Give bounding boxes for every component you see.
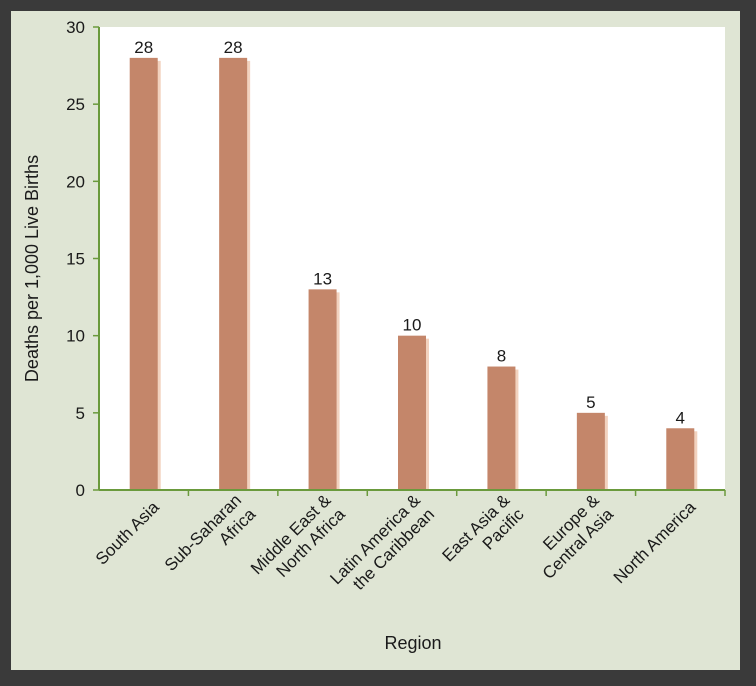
bar — [129, 57, 158, 490]
x-tick-label: North America — [610, 497, 700, 587]
data-label: 4 — [676, 408, 685, 427]
bar — [576, 412, 605, 490]
y-tick-label: 10 — [66, 327, 85, 346]
data-label: 5 — [586, 393, 595, 412]
y-tick-label: 20 — [66, 172, 85, 191]
y-axis-label: Deaths per 1,000 Live Births — [22, 155, 42, 382]
y-tick-label: 25 — [66, 95, 85, 114]
x-tick-label: South Asia — [92, 497, 163, 568]
data-label: 28 — [134, 38, 153, 57]
y-tick-label: 15 — [66, 250, 85, 269]
bar — [487, 366, 516, 490]
chart-frame: 0 5 10 15 20 25 30 28 28 13 10 8 5 4 South Asia Sub-S… — [11, 11, 740, 670]
bar — [219, 57, 248, 490]
bar — [308, 289, 337, 490]
y-tick-label: 0 — [76, 481, 85, 500]
data-label: 28 — [224, 38, 243, 57]
x-tick-label: Sub-SaharanAfrica — [161, 490, 260, 589]
data-label: 13 — [313, 269, 332, 288]
bar-chart: 0 5 10 15 20 25 30 28 28 13 10 8 5 4 South AsiaSub-S… — [22, 18, 726, 653]
y-axis-ticks: 0 5 10 15 20 25 30 — [66, 18, 99, 500]
bar — [398, 335, 426, 490]
y-tick-label: 5 — [76, 404, 85, 423]
bar — [666, 428, 695, 490]
y-tick-label: 30 — [66, 18, 85, 37]
data-label: 10 — [403, 316, 422, 335]
x-tick-label: East Asia &Pacific — [439, 490, 529, 580]
x-tick-label: Europe &Central Asia — [525, 490, 618, 583]
data-label: 8 — [497, 347, 506, 366]
x-axis-label: Region — [384, 633, 441, 653]
x-tick-label: Latin America &the Caribbean — [326, 490, 438, 602]
bars: 28 28 13 10 8 5 4 — [129, 38, 698, 490]
